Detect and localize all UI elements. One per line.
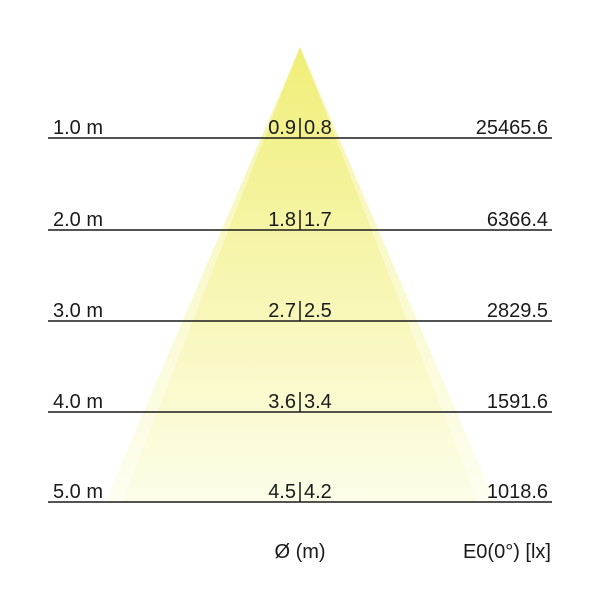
- diameter-right: 1.7: [304, 209, 332, 231]
- diameter-left: 0.9: [268, 117, 296, 139]
- diameter-right: 4.2: [304, 481, 332, 503]
- illuminance-value: 1591.6: [487, 391, 548, 413]
- illuminance-value: 1018.6: [487, 481, 548, 503]
- distance-row: 1.0 m 0.9 0.8 25465.6: [48, 117, 552, 139]
- illuminance-value: 6366.4: [487, 209, 548, 231]
- distance-label: 1.0 m: [53, 117, 103, 139]
- diameter-right: 3.4: [304, 391, 332, 413]
- diameter-label: Ø (m): [274, 541, 325, 563]
- distance-label: 5.0 m: [53, 481, 103, 503]
- distance-label: 3.0 m: [53, 300, 103, 322]
- illuminance-value: 2829.5: [487, 300, 548, 322]
- distance-row: 5.0 m 4.5 4.2 1018.6: [48, 481, 552, 503]
- diameter-left: 3.6: [268, 391, 296, 413]
- distance-label: 2.0 m: [53, 209, 103, 231]
- distance-label: 4.0 m: [53, 391, 103, 413]
- distance-row: 3.0 m 2.7 2.5 2829.5: [48, 300, 552, 322]
- light-cone-inner: [122, 47, 478, 502]
- diameter-right: 0.8: [304, 117, 332, 139]
- illuminance-value: 25465.6: [476, 117, 548, 139]
- distance-row: 2.0 m 1.8 1.7 6366.4: [48, 209, 552, 231]
- diameter-left: 2.7: [268, 300, 296, 322]
- diameter-right: 2.5: [304, 300, 332, 322]
- diameter-left: 1.8: [268, 209, 296, 231]
- distance-row: 4.0 m 3.6 3.4 1591.6: [48, 391, 552, 413]
- diameter-left: 4.5: [268, 481, 296, 503]
- illuminance-label: E0(0°) [lx]: [463, 541, 551, 563]
